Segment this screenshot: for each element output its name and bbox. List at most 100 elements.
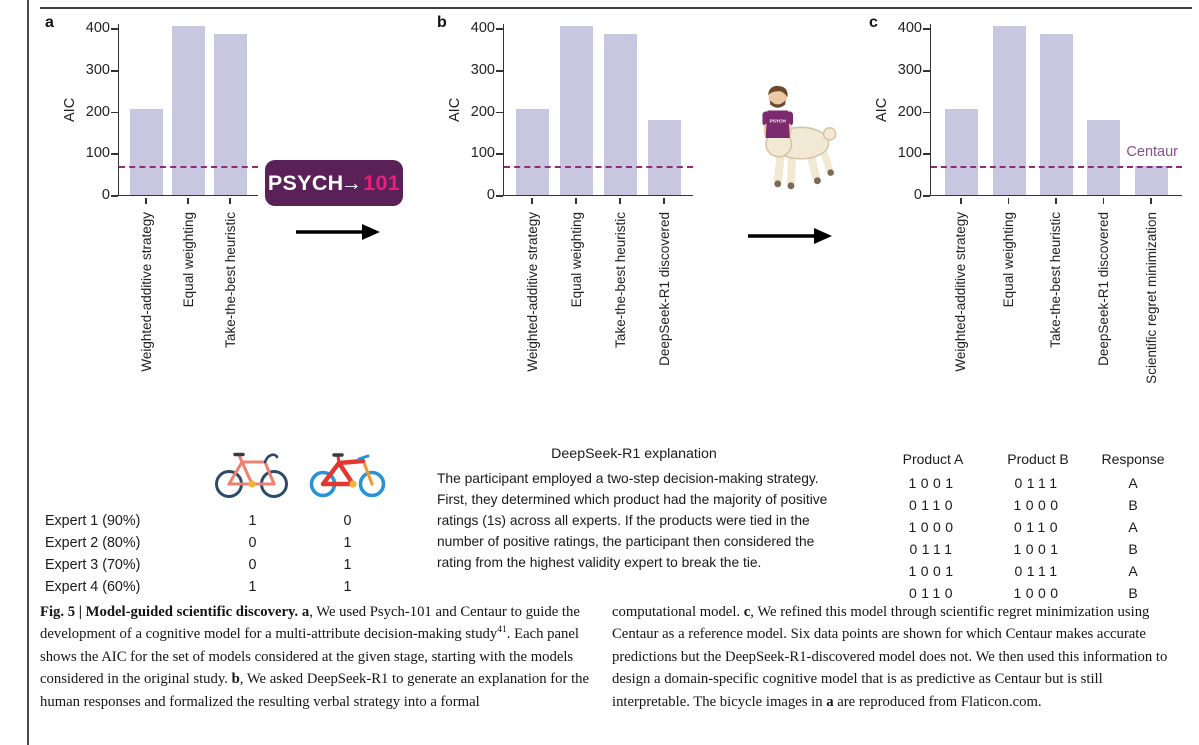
bicycle-a-icon	[214, 452, 288, 498]
product-a-bits: 1001	[908, 563, 958, 579]
y-tick-mark	[923, 69, 930, 72]
product-rows: 1001 0111 A 0110 1000 B 1000 0110 A 0111 1001 B 1001…	[878, 472, 1180, 604]
centaur-reference-line	[119, 165, 258, 168]
bar-slot	[1033, 34, 1080, 195]
expert-row: Expert 3 (70%) 0 1	[45, 554, 405, 576]
product-a-bits: 1001	[908, 475, 958, 491]
bar-slot	[642, 119, 686, 195]
y-tick-mark	[111, 153, 118, 156]
expert-row: Expert 1 (90%) 1 0	[45, 510, 405, 532]
caption-segment: are reproduced from Flaticon.com.	[833, 693, 1042, 710]
y-tick-mark	[923, 153, 930, 156]
x-label-take-the-best-heuristic: Take-the-best heuristic	[222, 211, 238, 348]
product-b-header: Product B	[1007, 451, 1069, 467]
bike-a-rating: 0	[248, 557, 257, 573]
x-slot: Take-the-best heuristic	[1032, 197, 1080, 347]
y-tick-mark	[923, 28, 930, 30]
centaur-annotation: Centaur	[1126, 143, 1178, 160]
y-tick-label: 100	[897, 145, 922, 162]
psych101-logo-text: PSYCH	[267, 170, 344, 195]
svg-text:PSYCH: PSYCH	[770, 119, 787, 124]
bars	[119, 24, 258, 195]
caption-segment: c	[743, 604, 751, 620]
x-label-deepseek-r1-discovered: DeepSeek-R1 discovered	[656, 211, 672, 366]
product-row: 1000 0110 A	[878, 516, 1180, 538]
y-tick-mark	[496, 111, 503, 114]
response-header: Response	[1101, 451, 1165, 467]
panel-label-b: b	[437, 14, 447, 31]
y-tick-label: 200	[470, 103, 495, 120]
centaur-illustration-icon: PSYCH	[762, 85, 837, 190]
product-a-bits: 0110	[908, 497, 958, 513]
expert-label: Expert 3 (70%)	[45, 557, 141, 573]
psych101-logo-arrow-icon: →	[340, 170, 363, 195]
product-b-bits: 1001	[1013, 541, 1063, 557]
explanation-body: The participant employed a two-step deci…	[437, 471, 828, 570]
x-tick-mark	[187, 197, 189, 204]
y-tick-mark	[111, 28, 118, 30]
y-tick-label: 300	[897, 61, 922, 78]
caption-segment: . Each panel shows the AIC for the set o…	[40, 626, 579, 688]
product-b-bits: 0110	[1013, 519, 1063, 535]
product-row: 0110 1000 B	[878, 494, 1180, 516]
expert-ratings-table: Expert 1 (90%) 1 0 Expert 2 (80%) 0 1 Expert 3…	[45, 438, 405, 598]
product-b-bits: 1000	[1013, 497, 1063, 513]
x-label-weighted-additive-strategy: Weighted-additive strategy	[524, 211, 540, 372]
psych101-logo: PSYCH → 101	[265, 160, 403, 206]
y-axis-title: AIC	[62, 97, 78, 123]
bike-b-rating: 1	[343, 535, 352, 551]
x-tick-mark	[575, 197, 577, 204]
bar-deepseek-r1-discovered	[1087, 119, 1121, 195]
x-slot: Equal weighting	[985, 197, 1033, 307]
caption-segment: a	[301, 604, 310, 620]
arrow-right-icon	[748, 228, 832, 244]
caption-segment: , We refined this model through scientif…	[612, 604, 1168, 710]
y-tick-mark	[111, 195, 118, 197]
y-tick-label: 200	[85, 103, 110, 120]
bicycle-b-icon	[309, 453, 385, 498]
caption-segment: b	[231, 671, 240, 688]
product-b-bits: 0111	[1014, 563, 1062, 579]
response-value: A	[1128, 563, 1138, 579]
arrow-right-icon	[296, 224, 380, 240]
y-tick-label: 400	[897, 20, 922, 37]
x-label-deepseek-r1-discovered: DeepSeek-R1 discovered	[1096, 211, 1112, 366]
y-tick-label: 300	[85, 61, 110, 78]
bar-weighted-additive-strategy	[516, 109, 550, 195]
x-axis-labels: Weighted-additive strategy Equal weightin…	[503, 197, 693, 372]
centaur-reference-line	[931, 165, 1182, 168]
x-label-weighted-additive-strategy: Weighted-additive strategy	[953, 211, 969, 372]
explanation-title: DeepSeek-R1 explanation	[551, 446, 717, 462]
x-tick-mark	[531, 197, 533, 204]
x-tick-mark	[145, 197, 147, 204]
x-label-equal-weighting: Equal weighting	[568, 211, 584, 307]
product-a-bits: 0111	[909, 541, 957, 557]
y-axis-title: AIC	[447, 97, 463, 123]
y-tick-mark	[111, 69, 118, 72]
expert-rows: Expert 1 (90%) 1 0 Expert 2 (80%) 0 1 Expert 3…	[45, 510, 405, 598]
expert-row: Expert 2 (80%) 0 1	[45, 532, 405, 554]
bar-slot	[555, 25, 599, 195]
x-tick-mark	[663, 197, 665, 204]
x-label-equal-weighting: Equal weighting	[1000, 211, 1016, 307]
x-slot: Equal weighting	[554, 197, 598, 307]
x-slot: Scientific regret minimization	[1127, 197, 1175, 384]
response-value: B	[1128, 497, 1138, 513]
x-label-scientific-regret-minimization: Scientific regret minimization	[1143, 211, 1159, 384]
product-a-bits: 1000	[908, 519, 958, 535]
x-axis-labels: Weighted-additive strategy Equal weightin…	[118, 197, 258, 371]
bar-deepseek-r1-discovered	[647, 119, 681, 195]
plot-area	[111, 24, 258, 197]
x-slot: Take-the-best heuristic	[209, 197, 251, 348]
bar-weighted-additive-strategy	[945, 109, 979, 195]
bar-slot	[938, 109, 985, 195]
bar-take-the-best-heuristic	[213, 34, 247, 195]
product-b-bits: 0111	[1014, 475, 1062, 491]
y-tick-label: 0	[101, 187, 110, 203]
centaur-reference-line	[504, 165, 693, 168]
y-tick-label: 0	[486, 187, 495, 203]
psych101-logo-number: 101	[363, 170, 401, 195]
x-axis-labels: Weighted-additive strategy Equal weightin…	[930, 197, 1182, 384]
bar-equal-weighting	[172, 25, 205, 195]
y-tick-mark	[923, 111, 930, 114]
